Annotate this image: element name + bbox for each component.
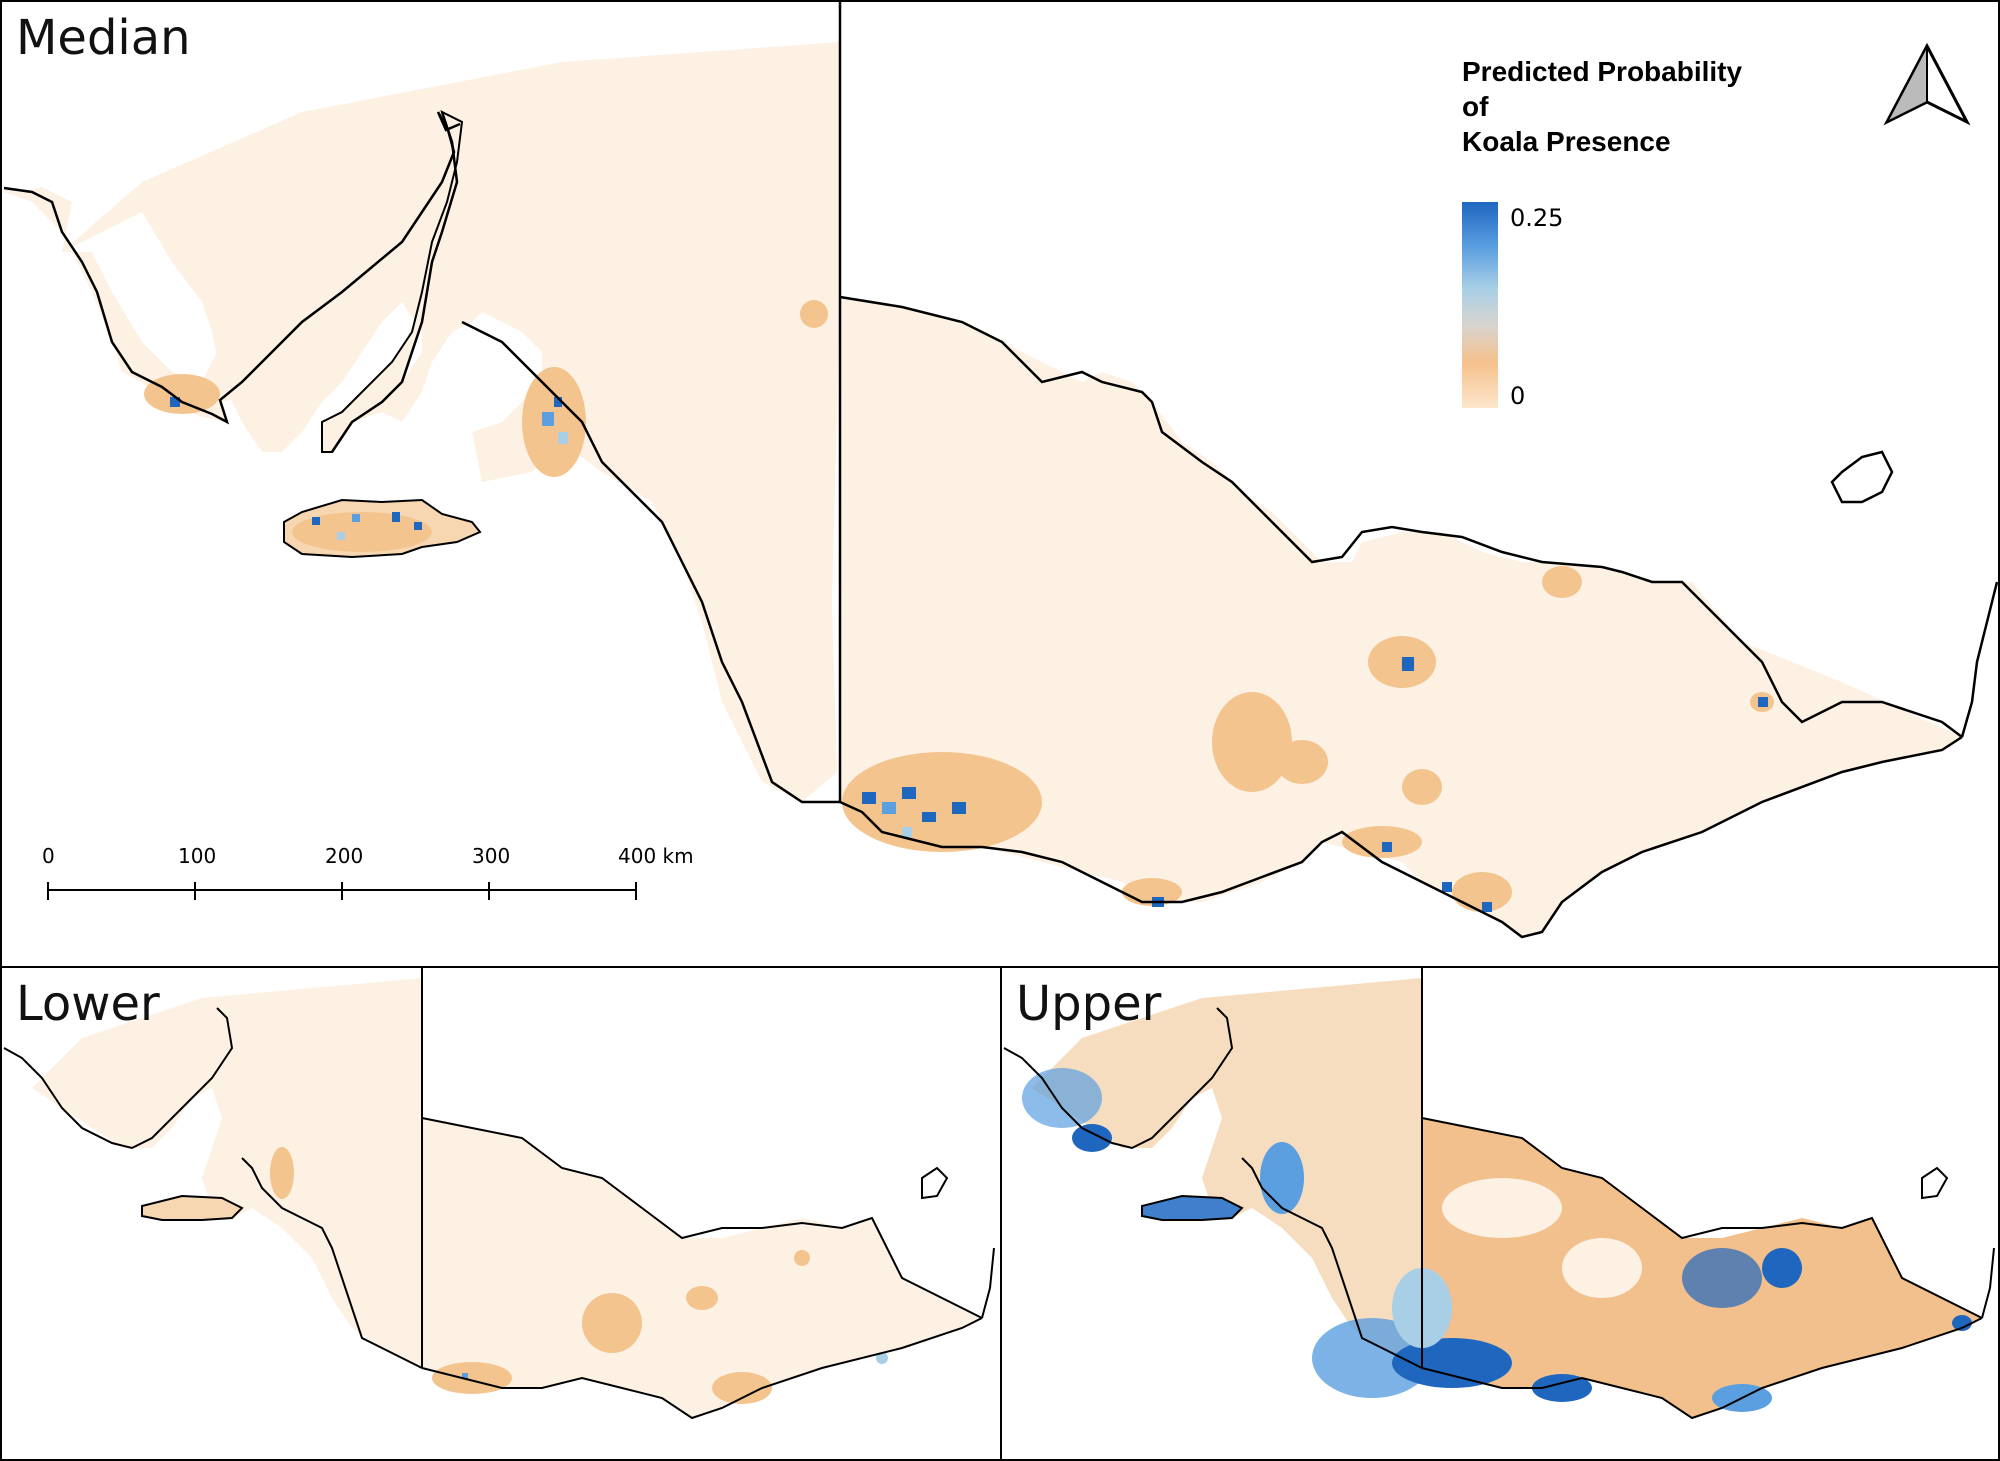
- lower-outlines: [3, 968, 995, 1420]
- lower-panel-title: Lower: [16, 976, 160, 1032]
- median-panel-title: Median: [16, 10, 191, 66]
- legend-color-ramp: [1462, 202, 1498, 408]
- lower-kangaroo-island: [141, 1194, 244, 1221]
- scale-bar: [47, 882, 637, 900]
- upper-probability-patches: [1022, 1068, 1972, 1412]
- upper-map: [1003, 968, 1995, 1420]
- median-probability-patches: [144, 300, 1774, 912]
- lower-map-panel: Lower: [0, 966, 1002, 1461]
- legend-title-line3: Koala Presence: [1462, 126, 1671, 157]
- upper-outlines: [1003, 968, 1995, 1420]
- median-outlines: [3, 2, 1998, 939]
- lower-sa-land: [32, 978, 422, 1368]
- lower-map: [3, 968, 995, 1420]
- median-map-panel: Median Predicted Probability of Koala Pr…: [0, 0, 2000, 968]
- legend-title-line2: of: [1462, 91, 1489, 122]
- legend-min-label: 0: [1510, 382, 1526, 410]
- upper-sa-land: [1032, 978, 1422, 1368]
- legend-title-line1: Predicted Probability: [1462, 56, 1743, 87]
- legend-max-label: 0.25: [1510, 204, 1564, 232]
- scale-label-400: 400 km: [618, 844, 694, 868]
- upper-panel-title: Upper: [1016, 976, 1162, 1032]
- median-map: [3, 2, 1998, 939]
- victoria-land: [840, 297, 1962, 937]
- legend-title: Predicted Probability of Koala Presence: [1462, 54, 1742, 159]
- north-arrow-icon: [1883, 42, 1971, 126]
- scale-label-0: 0: [42, 844, 55, 868]
- scale-label-200: 200: [325, 844, 364, 868]
- eyre-peninsula: [4, 112, 452, 422]
- upper-map-panel: Upper: [1000, 966, 2000, 1461]
- upper-kangaroo-island: [1141, 1194, 1244, 1221]
- lower-victoria-land: [422, 1118, 982, 1418]
- lower-probability-patches: [270, 1147, 888, 1404]
- scale-label-100: 100: [178, 844, 217, 868]
- sa-land: [62, 42, 840, 802]
- scale-label-300: 300: [472, 844, 511, 868]
